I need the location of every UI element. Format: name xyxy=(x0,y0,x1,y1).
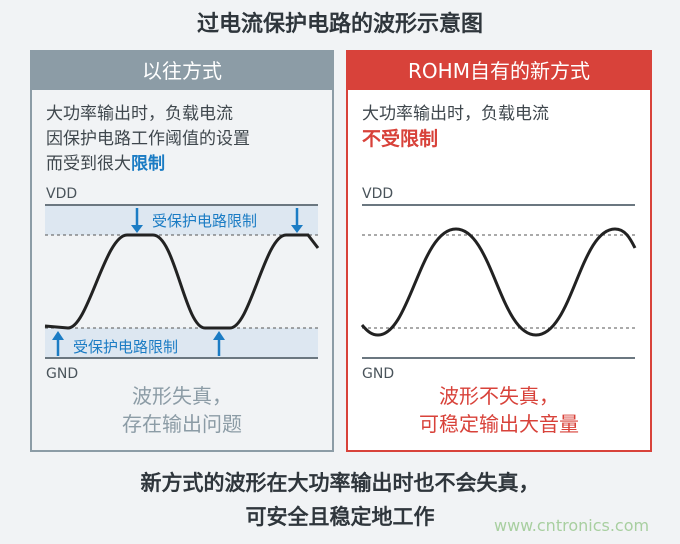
desc-emphasis: 限制 xyxy=(131,154,165,174)
gnd-label: GND xyxy=(46,366,79,382)
gnd-label: GND xyxy=(362,366,395,382)
vdd-label: VDD xyxy=(46,186,78,202)
footer-summary: 新方式的波形在大功率输出时也不会失真， 可安全且稳定地工作 xyxy=(0,466,680,534)
limit-arrows xyxy=(52,208,303,356)
new-method-caption: 波形不失真， 可稳定输出大音量 xyxy=(348,382,650,438)
desc-emphasis: 不受限制 xyxy=(362,128,439,150)
footer-line: 可安全且稳定地工作 xyxy=(245,505,435,529)
watermark: www.cntronics.com xyxy=(494,516,650,535)
limit-label-top: 受保护电路限制 xyxy=(152,212,258,230)
new-method-panel: ROHM自有的新方式 大功率输出时，负载电流 不受限制 波形不失真， 可稳定输出… xyxy=(346,50,652,452)
caption-line: 可稳定输出大音量 xyxy=(419,412,579,436)
desc-line: 大功率输出时，负载电流 xyxy=(46,104,233,124)
caption-line: 波形不失真， xyxy=(439,384,559,408)
old-method-header: 以往方式 xyxy=(32,52,332,90)
new-method-description: 大功率输出时，负载电流 不受限制 xyxy=(362,102,549,152)
arrow-down-icon xyxy=(291,208,303,233)
arrow-up-icon xyxy=(213,331,225,356)
old-method-panel: 以往方式 大功率输出时，负载电流 因保护电路工作阈值的设置 而受到很大限制 波形… xyxy=(30,50,334,452)
vdd-label: VDD xyxy=(362,186,394,202)
old-method-description: 大功率输出时，负载电流 因保护电路工作阈值的设置 而受到很大限制 xyxy=(46,102,250,177)
threshold-lines xyxy=(45,234,635,329)
desc-line: 因保护电路工作阈值的设置 xyxy=(46,129,250,149)
limit-label-bottom: 受保护电路限制 xyxy=(73,338,179,356)
arrow-up-icon xyxy=(52,331,64,356)
rail-lines xyxy=(45,204,635,359)
desc-line: 大功率输出时，负载电流 xyxy=(362,104,549,124)
new-method-header: ROHM自有的新方式 xyxy=(348,52,650,90)
footer-line: 新方式的波形在大功率输出时也不会失真， xyxy=(140,471,540,495)
desc-line: 而受到很大 xyxy=(46,154,131,174)
limit-band-bottom xyxy=(45,328,318,358)
limit-band-top xyxy=(45,205,318,235)
caption-line: 波形失真， xyxy=(132,384,232,408)
clean-waveform xyxy=(360,227,637,337)
arrow-down-icon xyxy=(131,208,143,233)
old-method-caption: 波形失真， 存在输出问题 xyxy=(32,382,332,438)
caption-line: 存在输出问题 xyxy=(122,412,242,436)
clipped-waveform xyxy=(44,233,320,330)
page-title: 过电流保护电路的波形示意图 xyxy=(196,12,483,37)
